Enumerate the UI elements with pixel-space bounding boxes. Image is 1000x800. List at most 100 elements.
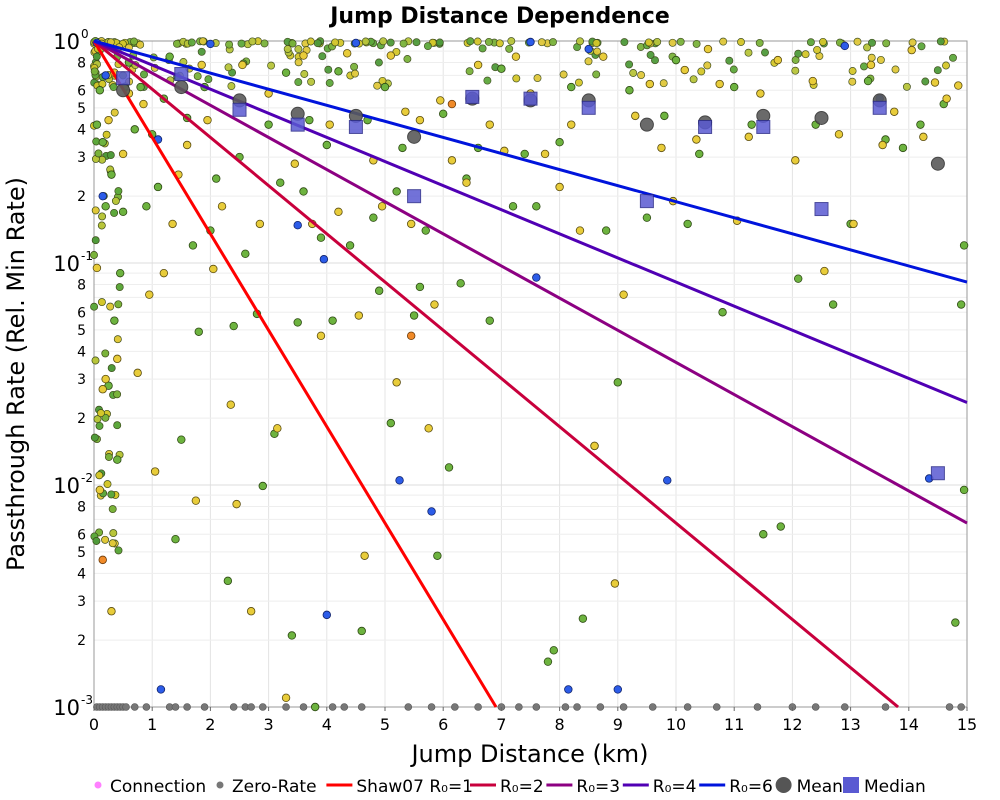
green-point (398, 143, 407, 153)
yellow-point (377, 202, 387, 211)
yellow-point (511, 52, 521, 61)
dense-point (106, 151, 115, 160)
zero-rate-point (945, 703, 954, 711)
mean-marker (407, 129, 422, 144)
yellow-point (159, 268, 169, 278)
dense-point (399, 39, 408, 48)
zero-rate-point (130, 703, 139, 711)
legend-label: Connection (110, 777, 206, 797)
dense-point (113, 335, 122, 344)
green-point (549, 646, 558, 655)
x-tick-label: 13 (840, 715, 860, 734)
zero-rate-point (753, 703, 762, 711)
green-point (485, 316, 494, 325)
green-point (386, 418, 396, 428)
green-point (316, 233, 326, 242)
dense-point (351, 69, 359, 78)
legend-item: R₀=6 (699, 777, 773, 797)
dense-point (111, 196, 120, 205)
zero-rate-point (122, 703, 130, 711)
dense-point (908, 38, 917, 47)
green-point (276, 178, 285, 187)
x-axis-ticks: 0 1 2 3 4 5 6 7 8 9 10 11 12 13 14 15 (89, 707, 977, 734)
dense-point (108, 539, 117, 548)
yellow-point (834, 130, 844, 139)
green-point (287, 631, 297, 640)
dense-point (819, 37, 827, 46)
yellow-point (567, 120, 576, 129)
x-tick-label: 7 (496, 715, 506, 734)
green-point (322, 140, 331, 150)
legend-item: R₀=2 (470, 777, 544, 797)
dense-point (403, 55, 412, 63)
x-tick-label: 10 (666, 715, 686, 734)
dense-point (533, 74, 542, 83)
dense-point (90, 67, 99, 76)
yellow-point (145, 290, 154, 299)
dense-point (140, 70, 148, 79)
dense-point (593, 47, 602, 56)
dense-point (198, 37, 207, 46)
dense-point (248, 37, 257, 46)
green-point (171, 534, 180, 544)
dense-point (917, 42, 926, 51)
zero-rate-point (683, 703, 692, 711)
dense-point (435, 38, 444, 47)
dense-point (806, 38, 815, 47)
y-tick-exponent: 0 (81, 27, 89, 41)
y-tick-minor-label: 6 (77, 305, 86, 321)
dense-point (106, 302, 115, 311)
dense-point (114, 187, 123, 196)
zero-rate-point (427, 703, 436, 711)
zero-rate-point (619, 703, 628, 711)
dense-point (300, 70, 309, 78)
green-point (258, 481, 267, 491)
dense-point (294, 78, 303, 87)
yellow-point (113, 354, 122, 364)
yellow-point (424, 424, 433, 433)
zero-rate-point (712, 703, 721, 711)
legend-item: Connection (94, 777, 206, 797)
orange-point (98, 555, 107, 565)
dense-point (101, 413, 110, 422)
green-point (444, 463, 454, 472)
yellow-point (354, 311, 364, 320)
yellow-point (808, 76, 817, 86)
green-point (305, 115, 314, 125)
dense-point (755, 38, 764, 47)
dense-point (109, 529, 118, 538)
zero-rate-point (258, 703, 267, 711)
dense-point (204, 75, 213, 84)
dense-point (505, 44, 514, 53)
median-marker (523, 91, 538, 106)
green-point (695, 149, 704, 159)
yellow-point (360, 551, 369, 560)
dense-point (227, 82, 236, 91)
median-marker (872, 100, 887, 115)
dense-point (97, 221, 106, 230)
plot-frame (93, 40, 968, 708)
dense-point (260, 39, 269, 48)
orange-point (447, 99, 457, 109)
dense-point (465, 67, 474, 76)
green-point (115, 268, 125, 278)
median-marker (698, 119, 713, 134)
dense-point (325, 79, 334, 87)
green-point (578, 614, 588, 623)
green-point (310, 702, 320, 712)
green-point (613, 378, 622, 387)
orange-point (406, 331, 416, 340)
green-point (334, 67, 343, 76)
median-marker (348, 119, 363, 134)
dense-point (868, 38, 876, 47)
green-point (433, 551, 442, 560)
dense-point (102, 130, 111, 139)
yellow-point (791, 156, 800, 165)
green-point (671, 55, 681, 65)
zero-rate-point (247, 703, 255, 711)
zero-rate-point (357, 703, 366, 711)
green-point (165, 52, 174, 61)
dense-point (224, 63, 233, 72)
yellow-point (919, 132, 928, 142)
dense-point (103, 480, 112, 489)
